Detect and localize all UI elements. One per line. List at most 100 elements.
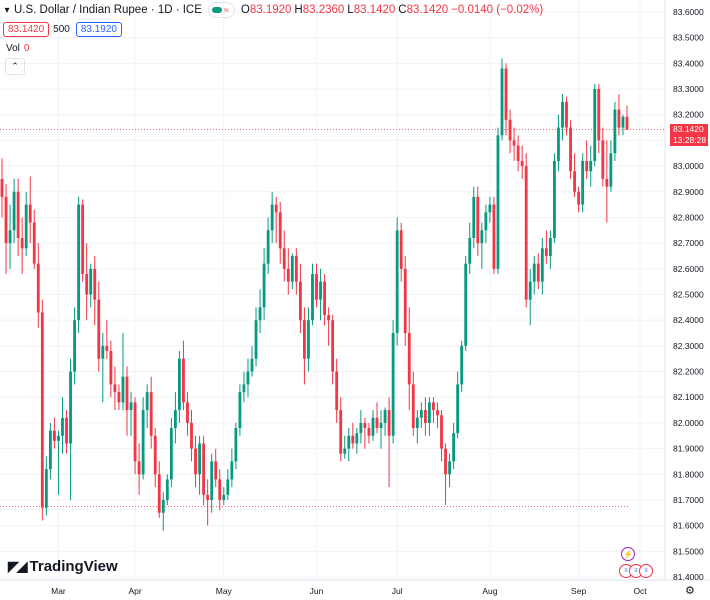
candle[interactable] (270, 191, 274, 244)
candle[interactable] (383, 407, 387, 436)
candle[interactable] (0, 158, 4, 218)
candle[interactable] (536, 253, 540, 290)
candle[interactable] (97, 281, 101, 372)
gear-icon[interactable]: ⚙ (685, 585, 695, 597)
candle[interactable] (28, 176, 32, 244)
candle[interactable] (492, 196, 496, 274)
candle[interactable] (274, 196, 278, 244)
candle[interactable] (133, 397, 137, 475)
candle[interactable] (335, 358, 339, 423)
candle[interactable] (109, 340, 113, 398)
candle[interactable] (69, 358, 72, 500)
candle[interactable] (351, 422, 355, 449)
candle[interactable] (105, 320, 109, 359)
candle[interactable] (218, 469, 222, 511)
candle[interactable] (125, 366, 129, 436)
candle[interactable] (452, 422, 456, 470)
candle[interactable] (186, 392, 189, 436)
candle[interactable] (597, 83, 601, 154)
candle[interactable] (456, 371, 460, 439)
candle[interactable] (363, 417, 367, 449)
candle[interactable] (137, 443, 141, 495)
candle[interactable] (121, 333, 125, 411)
candle[interactable] (419, 402, 423, 429)
candle[interactable] (129, 392, 133, 436)
candle[interactable] (16, 178, 20, 256)
candle[interactable] (504, 63, 508, 136)
candle[interactable] (307, 307, 310, 372)
candle[interactable] (48, 422, 52, 480)
candle[interactable] (569, 119, 572, 179)
candle[interactable] (246, 358, 250, 398)
candle[interactable] (468, 222, 472, 274)
chevron-down-icon[interactable]: ▾ (4, 4, 10, 16)
events-flags[interactable]: ≡ ≡ ≡ (619, 564, 653, 578)
candle[interactable] (391, 320, 395, 444)
candle[interactable] (161, 492, 165, 531)
candle[interactable] (347, 428, 351, 462)
candle[interactable] (113, 366, 117, 411)
candle[interactable] (532, 255, 536, 295)
candle[interactable] (432, 397, 435, 423)
candle[interactable] (512, 127, 516, 161)
candle[interactable] (32, 209, 36, 269)
candle[interactable] (165, 474, 169, 506)
candle[interactable] (89, 263, 93, 308)
candle[interactable] (524, 153, 528, 308)
candle[interactable] (202, 435, 206, 506)
candle[interactable] (375, 402, 379, 434)
candle[interactable] (226, 469, 230, 500)
candle[interactable] (331, 315, 335, 385)
candle[interactable] (516, 135, 520, 172)
candle[interactable] (290, 253, 294, 290)
candle[interactable] (311, 263, 314, 326)
candle[interactable] (254, 307, 258, 367)
candle[interactable] (194, 435, 197, 488)
candle[interactable] (262, 248, 266, 321)
candle[interactable] (153, 428, 157, 488)
candle[interactable] (169, 417, 173, 488)
candle[interactable] (548, 230, 552, 269)
candle[interactable] (528, 268, 532, 326)
candle[interactable] (436, 402, 439, 429)
candle[interactable] (238, 384, 242, 436)
candle[interactable] (476, 186, 480, 256)
candle[interactable] (36, 243, 40, 328)
candle[interactable] (561, 94, 564, 141)
candle[interactable] (198, 435, 201, 495)
candle[interactable] (395, 217, 399, 346)
candle[interactable] (472, 186, 476, 249)
candle[interactable] (448, 453, 451, 488)
candle[interactable] (65, 410, 68, 454)
candle[interactable] (387, 397, 391, 488)
candle[interactable] (488, 196, 492, 223)
legend-status-pill[interactable]: ≈ (207, 2, 235, 18)
candle[interactable] (230, 448, 234, 488)
candle[interactable] (544, 230, 548, 264)
candle[interactable] (234, 422, 238, 470)
candle[interactable] (157, 461, 161, 518)
candle[interactable] (266, 217, 270, 274)
candle[interactable] (343, 435, 347, 459)
candle[interactable] (190, 410, 193, 462)
candle[interactable] (210, 453, 214, 513)
candle[interactable] (12, 178, 16, 244)
candle[interactable] (81, 199, 85, 282)
candle[interactable] (53, 417, 56, 449)
candle[interactable] (553, 153, 556, 244)
candle[interactable] (20, 217, 24, 274)
candle[interactable] (617, 94, 621, 136)
candle[interactable] (440, 410, 443, 462)
candle[interactable] (319, 268, 322, 321)
candle[interactable] (557, 114, 560, 172)
candle[interactable] (484, 204, 488, 244)
candle[interactable] (250, 345, 254, 377)
candle[interactable] (178, 351, 181, 423)
candle[interactable] (415, 410, 419, 444)
candle[interactable] (141, 397, 145, 480)
candle[interactable] (77, 196, 81, 334)
candle[interactable] (323, 273, 326, 326)
candle[interactable] (327, 307, 331, 346)
candle[interactable] (411, 371, 415, 436)
